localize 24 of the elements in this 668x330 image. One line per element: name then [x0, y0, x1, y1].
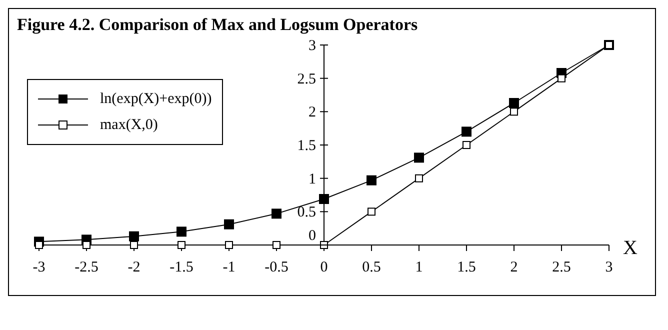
x-tick-label: 0.5: [362, 260, 381, 276]
x-tick-label: -0.5: [264, 260, 288, 276]
x-tick-label: 0: [320, 260, 328, 276]
x-tick-label: -1.5: [170, 260, 194, 276]
legend-label: ln(exp(X)+exp(0)): [100, 90, 212, 108]
x-tick-label: 1.5: [457, 260, 476, 276]
legend-label: max(X,0): [100, 116, 158, 134]
y-tick-label: 0.5: [297, 204, 316, 221]
x-tick-label: -3: [32, 260, 46, 276]
chart-title: Figure 4.2. Comparison of Max and Logsum Operators: [16, 14, 419, 35]
y-tick-label: 0: [308, 228, 316, 244]
x-tick-label: 2.5: [552, 260, 571, 276]
x-tick-label: 1: [415, 260, 423, 276]
x-tick-label: -1: [222, 260, 236, 276]
x-tick-label: -2: [128, 260, 140, 276]
x-tick-label: 3: [605, 260, 613, 276]
y-tick-label: 2.5: [297, 71, 316, 88]
y-tick-label: 2: [308, 104, 316, 121]
y-tick-label: 3: [308, 38, 316, 54]
x-tick-label: -2.5: [74, 260, 98, 276]
x-axis-title: X: [623, 237, 638, 260]
x-tick-label: 2: [510, 260, 518, 276]
y-tick-label: 1.5: [297, 138, 316, 154]
y-tick-label: 1: [308, 171, 316, 188]
